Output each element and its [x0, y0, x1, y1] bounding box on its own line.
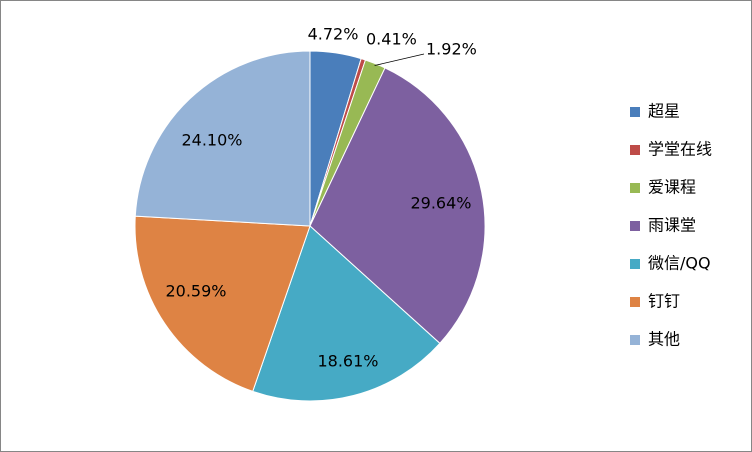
data-label: 1.92% [426, 40, 477, 59]
legend-label: 微信/QQ [648, 254, 711, 273]
pie-slice [134, 215, 311, 393]
legend-swatch [630, 335, 640, 345]
data-label: 0.41% [366, 30, 417, 49]
legend-swatch [630, 107, 640, 117]
data-label: 24.10% [181, 131, 242, 150]
data-label: 4.72% [308, 25, 359, 44]
legend-swatch [630, 221, 640, 231]
data-label: 29.64% [410, 194, 471, 213]
legend-label: 超星 [648, 102, 680, 121]
legend-label: 钉钉 [648, 292, 680, 311]
pie-slice [134, 50, 311, 227]
legend-label: 雨课堂 [648, 216, 696, 235]
legend-label: 学堂在线 [648, 140, 712, 159]
legend-swatch [630, 183, 640, 193]
legend-label: 爱课程 [648, 178, 696, 197]
legend-swatch [630, 145, 640, 155]
data-label: 18.61% [317, 352, 378, 371]
pie-slice [252, 225, 441, 402]
legend-swatch [630, 259, 640, 269]
pie-slice [309, 67, 486, 345]
data-label: 20.59% [165, 282, 226, 301]
legend-label: 其他 [648, 330, 680, 349]
leader-line [374, 53, 425, 66]
legend-swatch [630, 297, 640, 307]
